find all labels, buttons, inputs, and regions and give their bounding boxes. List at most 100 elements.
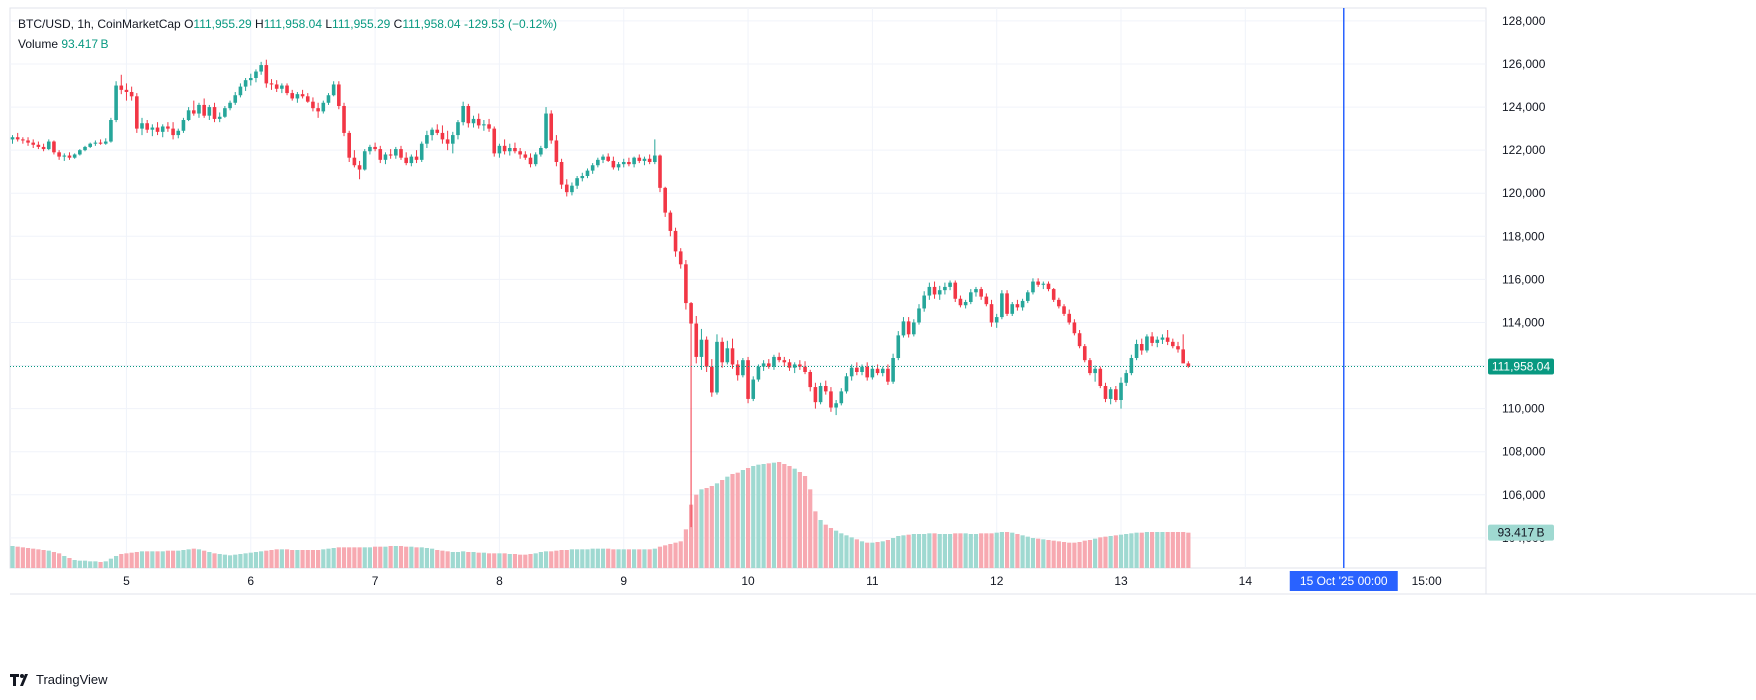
candle-body [26,140,30,143]
candle-body [357,165,362,170]
candle-body [192,110,196,114]
candle-body [435,129,440,133]
candle [829,387,833,412]
candle-body [1031,281,1035,293]
candle [741,358,745,378]
candle [119,74,124,95]
candle [451,131,455,154]
volume-bar [274,549,279,568]
volume-bar [751,466,756,568]
candle [523,151,528,160]
candle-body [596,159,600,166]
candle-body [1134,344,1139,358]
volume-bar [347,547,352,568]
volume-bar [357,547,362,568]
candle [808,369,813,392]
volume-bar [181,550,186,568]
tradingview-logo[interactable]: TradingView [10,672,108,687]
candle-body [761,363,766,367]
volume-bar [424,548,429,568]
volume-bars [10,462,1191,568]
candle-body [798,364,802,367]
candle-body [1160,337,1165,340]
candle [487,118,491,132]
candle [212,102,217,123]
candle-body [41,146,46,150]
volume-bar [186,549,191,568]
candle-body [202,104,206,116]
candle [114,81,118,123]
candle-body [974,289,978,293]
candle-body [875,368,880,374]
candle [1129,354,1134,376]
candle-body [109,120,113,142]
candle [1010,302,1015,316]
volume-bar [134,552,139,568]
candle [533,152,538,167]
candle [751,376,756,402]
candle [321,100,326,114]
volume-bar [730,474,735,568]
candle-body [932,286,937,295]
candle [906,317,911,338]
candle [518,148,522,159]
volume-bar [1118,534,1124,568]
volume-bar [844,535,849,568]
volume-bar [984,533,989,568]
candle [1171,338,1175,349]
candle-body [352,157,357,166]
candle-body [1119,382,1123,400]
volume-bar [802,476,808,568]
volume-bar [626,549,632,568]
volume-bar [704,488,709,568]
candle [979,286,983,300]
candle-body [78,150,82,155]
time-tick-label: 7 [372,574,379,588]
volume-bar [518,554,523,568]
candle [155,122,160,136]
candle-body [684,264,688,304]
price-tick-label: 116,000 [1502,272,1545,286]
volume-bar [538,552,543,568]
candle-body [616,164,621,168]
volume-bar [367,547,373,568]
candle [720,337,724,368]
volume-bar [973,534,979,568]
candle [109,117,113,143]
candle [1088,358,1092,376]
volume-bar [849,537,854,568]
candle-body [632,157,636,165]
candle-body [528,157,533,165]
candle [668,210,673,237]
volume-bar [797,472,802,568]
volume-bar [341,547,347,568]
volume-tag-label: 93.417 B [1497,526,1544,540]
volume-bar [388,546,393,568]
volume-label[interactable]: Volume [18,37,59,51]
volume-bar [321,549,326,568]
volume-bar [709,486,714,568]
volume-bar [103,561,108,568]
volume-bar [114,556,119,568]
volume-bar [745,468,751,568]
candle [1119,377,1123,409]
candle [207,104,212,120]
volume-bar [968,534,973,568]
candle-body [704,339,709,367]
volume-bar [160,551,165,568]
candle-body [575,178,579,186]
symbol-label[interactable]: BTC/USD, 1h, CoinMarketCap [18,17,181,31]
volume-bar [445,551,450,568]
volume-bar [1144,532,1150,568]
volume-bar [336,547,341,568]
candle [699,328,704,370]
volume-bar [564,550,569,568]
time-tick-label: 5 [123,574,130,588]
candle-body [906,321,911,335]
candle [290,89,295,101]
candle-body [601,156,605,160]
volume-tag [1488,524,1554,541]
volume-bar [36,549,41,568]
